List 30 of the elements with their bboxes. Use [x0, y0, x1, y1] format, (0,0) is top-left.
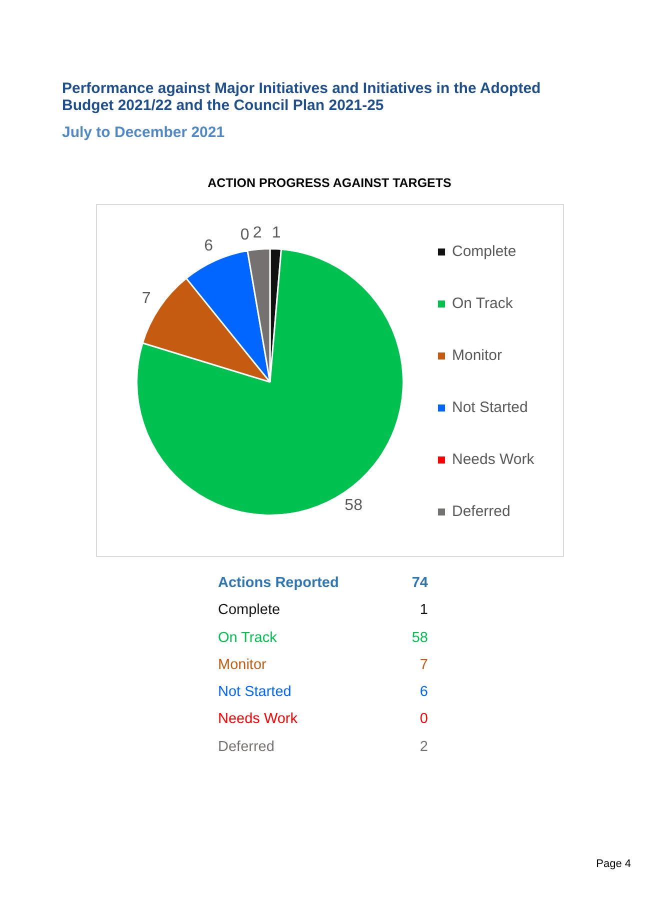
data-label: 0	[420, 710, 428, 730]
data-label: 1	[272, 224, 281, 242]
legend-label: Complete	[452, 243, 516, 260]
category-label: On Track	[218, 628, 277, 648]
chart-subtitle: July to December 2021	[62, 124, 225, 141]
text: Actions Reported	[218, 574, 339, 593]
data-label: 2	[252, 224, 262, 242]
data-label: 58	[344, 497, 363, 514]
text: 0	[240, 226, 250, 244]
text: 74	[412, 574, 428, 593]
data-label: 1	[420, 601, 428, 620]
category-label: Deferred	[218, 738, 274, 757]
text: Page 4	[596, 858, 631, 871]
category-label: Monitor	[218, 656, 266, 675]
data-label: 6	[420, 683, 428, 702]
text: ACTION PROGRESS AGAINST TARGETS	[206, 176, 452, 191]
category-label: Not Started	[218, 683, 292, 702]
category-label: Needs Work	[218, 710, 298, 730]
data-label: 7	[142, 290, 151, 307]
legend-label: On Track	[452, 295, 514, 312]
category-label: Complete	[218, 601, 280, 620]
chart-title: Performance against Major Initiatives and Initiatives in the Adopted Budget 2021/22 and the Council Plan 2021-25	[62, 80, 542, 114]
data-label: 58	[412, 628, 428, 648]
data-label: 7	[420, 656, 428, 675]
legend-label: Not Started	[452, 399, 528, 416]
data-label: 6	[204, 237, 214, 254]
legend-label: Needs Work	[452, 451, 535, 468]
legend-label: Deferred	[452, 503, 510, 520]
legend-label: Monitor	[452, 347, 502, 364]
data-label: 2	[420, 738, 428, 757]
